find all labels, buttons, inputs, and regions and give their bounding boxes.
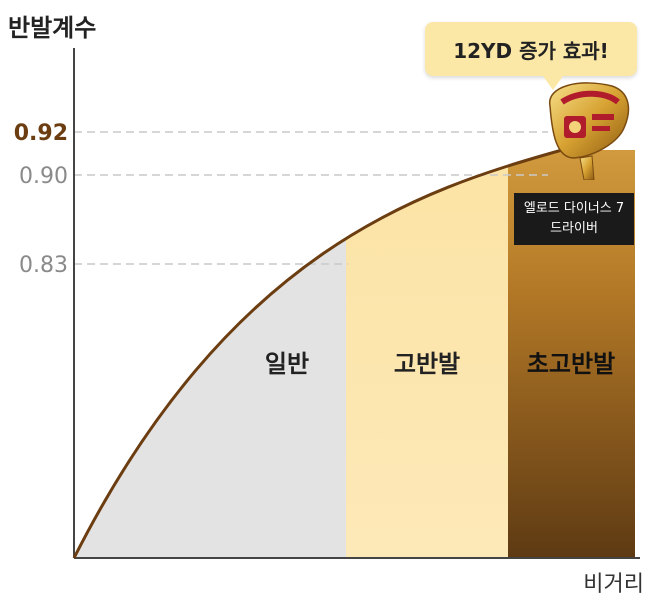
x-axis-title: 비거리 [583,572,644,597]
driver-head-icon [549,82,630,180]
y-tick-label: 0.92 [14,121,68,146]
region-label-general: 일반 [265,350,309,378]
coefficient-curve [72,148,563,559]
y-axis-title: 반발계수 [8,14,97,42]
region-high [346,150,508,558]
product-type: 드라이버 [550,221,598,236]
callout-text: 12YD 증가 효과! [453,38,609,63]
y-tick-label: 0.83 [19,253,68,278]
region-label-high: 고반발 [394,350,460,378]
y-tick-label: 0.90 [19,164,68,189]
region-label-ultra: 초고반발 [527,350,615,378]
product-tag: 엘로드 다이너스 7 드라이버 [514,193,634,245]
product-name: 엘로드 다이너스 7 [523,201,625,216]
callout-bubble: 12YD 증가 효과! [425,22,637,90]
